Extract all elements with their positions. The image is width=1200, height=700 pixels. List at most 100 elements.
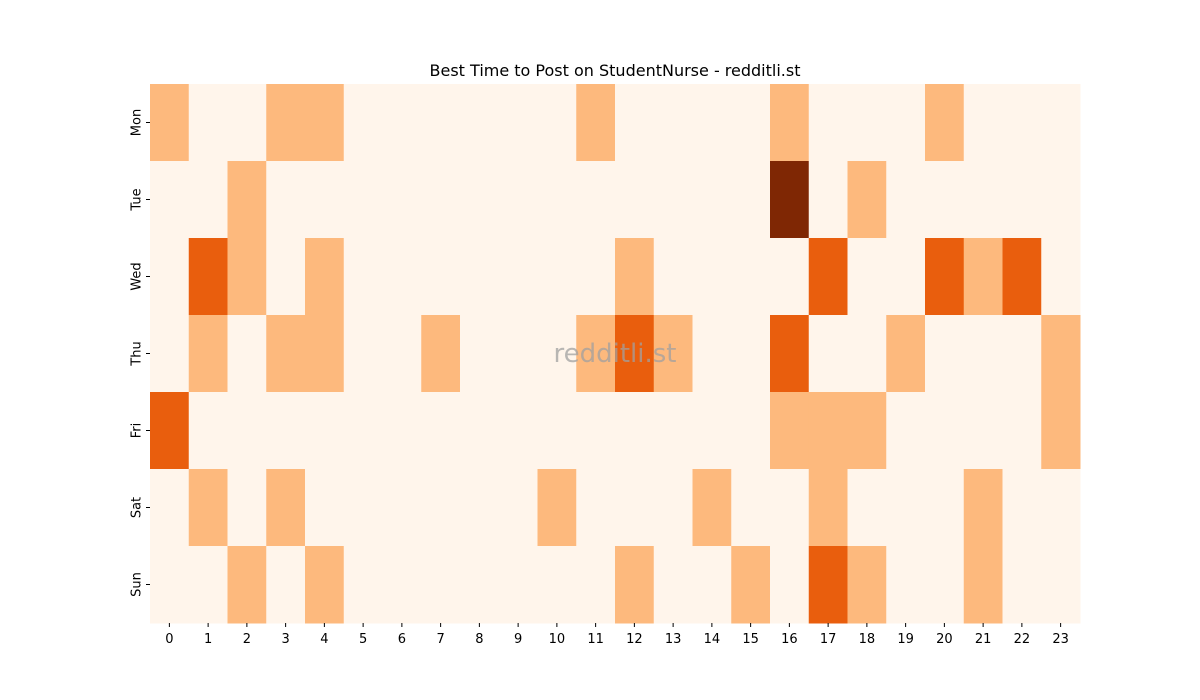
heatmap-cell-sun-13 (653, 546, 693, 624)
heatmap-cell-fri-3 (266, 392, 306, 470)
heatmap-cell-sun-1 (188, 546, 228, 624)
heatmap-cell-fri-6 (382, 392, 422, 470)
heatmap-cell-mon-7 (421, 84, 461, 162)
x-tick-label: 3 (281, 632, 289, 647)
heatmap-cell-fri-16 (770, 392, 810, 470)
heatmap-cell-sat-16 (770, 469, 810, 547)
heatmap-cell-thu-7 (421, 315, 461, 393)
heatmap-cell-tue-21 (963, 161, 1003, 239)
x-tick-label: 22 (1014, 632, 1031, 647)
heatmap-cell-sat-15 (731, 469, 771, 547)
heatmap-cell-sun-2 (227, 546, 267, 624)
heatmap-cell-tue-10 (537, 161, 577, 239)
heatmap-cell-sat-19 (886, 469, 926, 547)
heatmap-cell-sat-18 (847, 469, 887, 547)
heatmap-cell-fri-8 (460, 392, 500, 470)
heatmap-cell-fri-9 (498, 392, 538, 470)
heatmap-cell-sun-3 (266, 546, 306, 624)
x-tick-label: 6 (398, 632, 406, 647)
x-tick-label: 1 (204, 632, 212, 647)
heatmap-cell-fri-19 (886, 392, 926, 470)
y-tick-label: Wed (130, 262, 145, 290)
y-tick-label: Sat (130, 497, 145, 518)
heatmap-cell-sun-21 (963, 546, 1003, 624)
heatmap-cell-tue-17 (808, 161, 848, 239)
heatmap-cells (150, 84, 1081, 624)
heatmap-cell-thu-8 (460, 315, 500, 393)
heatmap-cell-mon-4 (305, 84, 345, 162)
heatmap-cell-thu-22 (1002, 315, 1042, 393)
x-tick-label: 17 (820, 632, 837, 647)
heatmap-cell-fri-1 (188, 392, 228, 470)
x-tick-label: 13 (665, 632, 682, 647)
heatmap-cell-fri-10 (537, 392, 577, 470)
heatmap-cell-mon-1 (188, 84, 228, 162)
heatmap-cell-mon-18 (847, 84, 887, 162)
heatmap-cell-tue-0 (150, 161, 190, 239)
heatmap-cell-sat-11 (576, 469, 616, 547)
heatmap-cell-sat-10 (537, 469, 577, 547)
heatmap-cell-sat-7 (421, 469, 461, 547)
heatmap-cell-sat-2 (227, 469, 267, 547)
heatmap-cell-sat-23 (1041, 469, 1081, 547)
heatmap-cell-tue-15 (731, 161, 771, 239)
x-tick-label: 11 (587, 632, 604, 647)
heatmap-cell-tue-4 (305, 161, 345, 239)
heatmap-cell-tue-6 (382, 161, 422, 239)
heatmap-cell-fri-13 (653, 392, 693, 470)
heatmap-cell-sun-22 (1002, 546, 1042, 624)
heatmap-cell-sun-23 (1041, 546, 1081, 624)
heatmap-cell-sun-12 (615, 546, 655, 624)
heatmap-cell-mon-21 (963, 84, 1003, 162)
heatmap-cell-fri-17 (808, 392, 848, 470)
heatmap-cell-sun-10 (537, 546, 577, 624)
heatmap-cell-fri-18 (847, 392, 887, 470)
heatmap-cell-thu-21 (963, 315, 1003, 393)
heatmap-cell-fri-15 (731, 392, 771, 470)
heatmap-cell-tue-8 (460, 161, 500, 239)
heatmap-cell-mon-8 (460, 84, 500, 162)
heatmap-cell-wed-10 (537, 238, 577, 316)
heatmap-cell-mon-15 (731, 84, 771, 162)
heatmap-cell-sun-20 (925, 546, 965, 624)
heatmap-cell-mon-12 (615, 84, 655, 162)
heatmap-cell-wed-21 (963, 238, 1003, 316)
heatmap-cell-tue-1 (188, 161, 228, 239)
heatmap-cell-sat-9 (498, 469, 538, 547)
x-tick-label: 8 (475, 632, 483, 647)
heatmap-cell-fri-22 (1002, 392, 1042, 470)
heatmap-cell-thu-3 (266, 315, 306, 393)
heatmap-cell-thu-1 (188, 315, 228, 393)
heatmap-cell-thu-10 (537, 315, 577, 393)
heatmap-cell-sun-5 (343, 546, 383, 624)
x-tick-label: 16 (781, 632, 798, 647)
heatmap-cell-tue-19 (886, 161, 926, 239)
heatmap-cell-wed-5 (343, 238, 383, 316)
heatmap-cell-wed-8 (460, 238, 500, 316)
heatmap-cell-tue-5 (343, 161, 383, 239)
heatmap-cell-sat-1 (188, 469, 228, 547)
heatmap-cell-sat-5 (343, 469, 383, 547)
heatmap-cell-wed-7 (421, 238, 461, 316)
heatmap-cell-wed-0 (150, 238, 190, 316)
x-tick-label: 2 (243, 632, 251, 647)
heatmap-cell-thu-11 (576, 315, 616, 393)
heatmap-cell-mon-10 (537, 84, 577, 162)
heatmap-cell-mon-0 (150, 84, 190, 162)
heatmap-cell-wed-17 (808, 238, 848, 316)
heatmap-cell-wed-6 (382, 238, 422, 316)
heatmap-cell-fri-0 (150, 392, 190, 470)
y-tick-label: Mon (130, 109, 145, 136)
heatmap-cell-fri-20 (925, 392, 965, 470)
heatmap-cell-sat-6 (382, 469, 422, 547)
heatmap-cell-sun-8 (460, 546, 500, 624)
heatmap-cell-tue-23 (1041, 161, 1081, 239)
heatmap-cell-wed-4 (305, 238, 345, 316)
heatmap-cell-sun-18 (847, 546, 887, 624)
heatmap-cell-wed-23 (1041, 238, 1081, 316)
heatmap-cell-thu-20 (925, 315, 965, 393)
heatmap-cell-tue-11 (576, 161, 616, 239)
heatmap-cell-fri-14 (692, 392, 732, 470)
x-tick-label: 5 (359, 632, 367, 647)
heatmap-cell-wed-12 (615, 238, 655, 316)
